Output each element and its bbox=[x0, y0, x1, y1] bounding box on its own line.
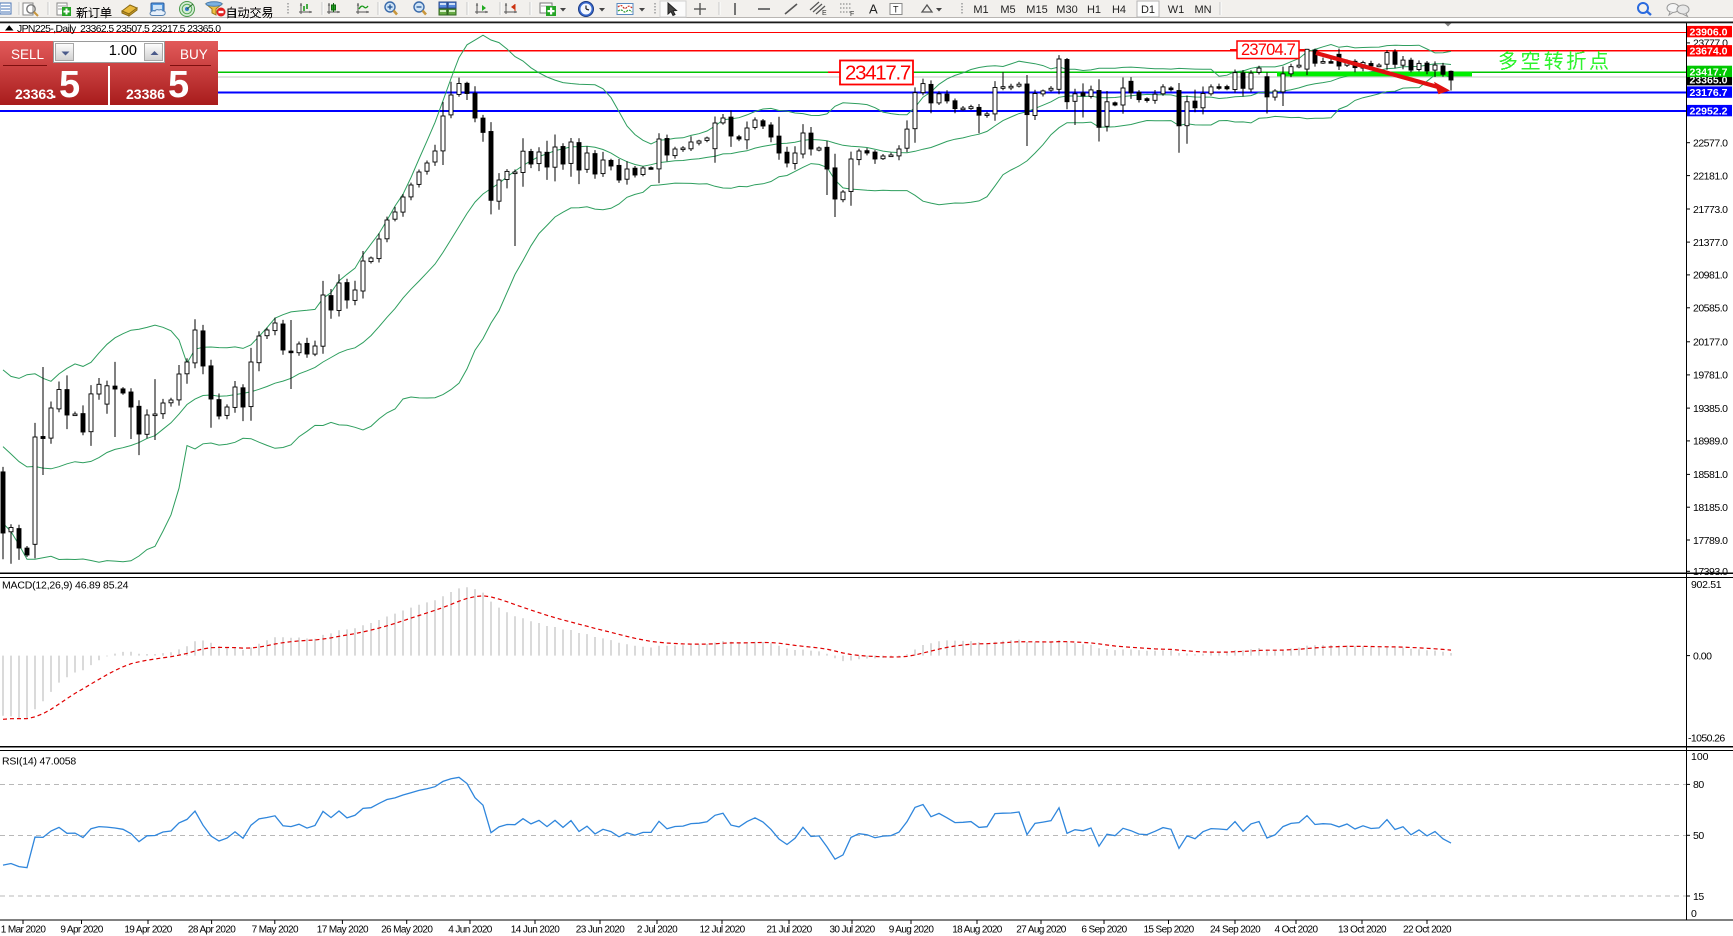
svg-text:0: 0 bbox=[1691, 908, 1697, 920]
svg-text:24 Sep 2020: 24 Sep 2020 bbox=[1210, 925, 1261, 936]
svg-text:9 Apr 2020: 9 Apr 2020 bbox=[60, 925, 103, 936]
svg-text:26 May 2020: 26 May 2020 bbox=[381, 925, 433, 936]
svg-text:M1: M1 bbox=[973, 4, 988, 16]
svg-text:19 Apr 2020: 19 Apr 2020 bbox=[124, 925, 172, 936]
svg-text:902.51: 902.51 bbox=[1691, 579, 1722, 591]
svg-text:19385.0: 19385.0 bbox=[1693, 403, 1728, 415]
svg-text:23674.0: 23674.0 bbox=[1690, 46, 1728, 58]
svg-text:1 Mar 2020: 1 Mar 2020 bbox=[1, 925, 47, 936]
svg-text:23417.7: 23417.7 bbox=[845, 62, 911, 85]
svg-text:M15: M15 bbox=[1026, 4, 1047, 16]
svg-text:M5: M5 bbox=[1000, 4, 1015, 16]
svg-text:H4: H4 bbox=[1112, 4, 1126, 16]
svg-text:4 Jun 2020: 4 Jun 2020 bbox=[448, 925, 493, 936]
svg-text:21 Jul 2020: 21 Jul 2020 bbox=[766, 925, 812, 936]
svg-text:W1: W1 bbox=[1168, 4, 1185, 16]
svg-text:MACD(12,26,9) 46.89 85.24: MACD(12,26,9) 46.89 85.24 bbox=[2, 580, 129, 592]
svg-text:9 Aug 2020: 9 Aug 2020 bbox=[889, 925, 935, 936]
svg-text:21377.0: 21377.0 bbox=[1693, 237, 1728, 249]
svg-text:2 Jul 2020: 2 Jul 2020 bbox=[637, 925, 678, 936]
svg-text:6 Sep 2020: 6 Sep 2020 bbox=[1081, 925, 1127, 936]
svg-text:20177.0: 20177.0 bbox=[1693, 337, 1728, 349]
svg-text:100: 100 bbox=[1691, 751, 1709, 763]
svg-text:12 Jul 2020: 12 Jul 2020 bbox=[699, 925, 745, 936]
svg-text:18581.0: 18581.0 bbox=[1693, 469, 1728, 481]
svg-text:13 Oct 2020: 13 Oct 2020 bbox=[1338, 925, 1387, 936]
svg-text:23906.0: 23906.0 bbox=[1690, 27, 1728, 39]
svg-text:18 Aug 2020: 18 Aug 2020 bbox=[952, 925, 1003, 936]
svg-text:M30: M30 bbox=[1056, 4, 1077, 16]
svg-text:7 May 2020: 7 May 2020 bbox=[252, 925, 299, 936]
svg-text:JPN225-,Daily 23362.5 23507.5: JPN225-,Daily 23362.5 23507.5 23217.5 23… bbox=[17, 24, 221, 35]
svg-text:20981.0: 20981.0 bbox=[1693, 270, 1728, 282]
svg-text:21773.0: 21773.0 bbox=[1693, 204, 1728, 216]
svg-text:15: 15 bbox=[1693, 891, 1704, 903]
svg-text:22577.0: 22577.0 bbox=[1693, 138, 1728, 150]
svg-text:H1: H1 bbox=[1087, 4, 1101, 16]
svg-text:4 Oct 2020: 4 Oct 2020 bbox=[1275, 925, 1319, 936]
svg-text:-1050.26: -1050.26 bbox=[1688, 733, 1725, 745]
svg-text:A: A bbox=[869, 2, 878, 17]
svg-text:20585.0: 20585.0 bbox=[1693, 303, 1728, 315]
svg-text:23365.0: 23365.0 bbox=[1690, 75, 1728, 87]
svg-text:27 Aug 2020: 27 Aug 2020 bbox=[1016, 925, 1067, 936]
svg-text:18185.0: 18185.0 bbox=[1693, 502, 1728, 514]
svg-text:MN: MN bbox=[1194, 4, 1211, 16]
svg-text:23704.7: 23704.7 bbox=[1241, 41, 1296, 59]
svg-text:0.00: 0.00 bbox=[1693, 650, 1712, 662]
svg-text:80: 80 bbox=[1693, 779, 1704, 791]
svg-text:22 Oct 2020: 22 Oct 2020 bbox=[1403, 925, 1452, 936]
svg-text:RSI(14) 47.0058: RSI(14) 47.0058 bbox=[2, 756, 76, 768]
svg-text:F: F bbox=[850, 11, 854, 18]
svg-text:22952.2: 22952.2 bbox=[1690, 106, 1728, 118]
svg-text:22181.0: 22181.0 bbox=[1693, 170, 1728, 182]
svg-text:15 Sep 2020: 15 Sep 2020 bbox=[1143, 925, 1194, 936]
svg-text:30 Jul 2020: 30 Jul 2020 bbox=[829, 925, 875, 936]
svg-text:18989.0: 18989.0 bbox=[1693, 436, 1728, 448]
svg-text:17 May 2020: 17 May 2020 bbox=[317, 925, 369, 936]
svg-text:23 Jun 2020: 23 Jun 2020 bbox=[576, 925, 625, 936]
svg-text:17789.0: 17789.0 bbox=[1693, 535, 1728, 547]
svg-text:23417.7: 23417.7 bbox=[1690, 66, 1728, 78]
svg-text:D1: D1 bbox=[1141, 4, 1155, 16]
svg-text:50: 50 bbox=[1693, 830, 1704, 842]
svg-text:19781.0: 19781.0 bbox=[1693, 370, 1728, 382]
svg-text:E: E bbox=[822, 10, 827, 17]
svg-text:17393.0: 17393.0 bbox=[1693, 566, 1728, 578]
svg-text:23176.7: 23176.7 bbox=[1690, 87, 1728, 99]
svg-text:T: T bbox=[893, 5, 899, 15]
svg-text:14 Jun 2020: 14 Jun 2020 bbox=[511, 925, 560, 936]
svg-text:28 Apr 2020: 28 Apr 2020 bbox=[188, 925, 236, 936]
